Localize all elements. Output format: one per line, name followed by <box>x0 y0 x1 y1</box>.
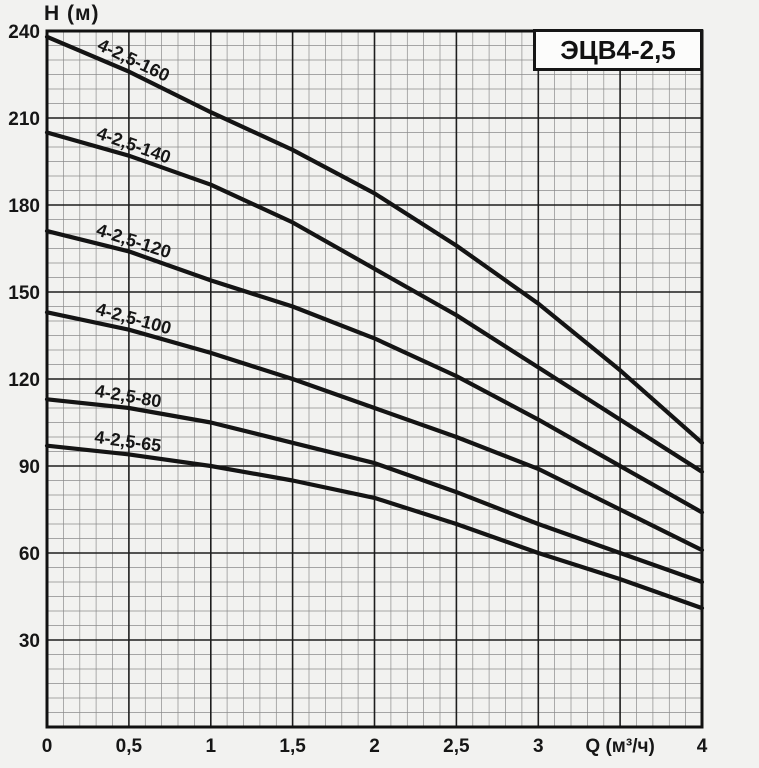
pump-curve-4-2,5-100 <box>44 310 705 553</box>
pump-curve-4-2,5-160 <box>44 34 705 445</box>
pump-curve-4-2,5-120 <box>44 229 705 515</box>
chart-title-box: ЭЦВ4-2,5 <box>533 29 703 71</box>
y-tick-label: 120 <box>8 370 40 391</box>
x-tick-label: 2 <box>369 736 380 757</box>
pump-curve-4-2,5-65 <box>44 443 705 611</box>
x-tick-label: 4 <box>697 736 708 757</box>
y-tick-label: 180 <box>8 196 40 217</box>
x-tick-label: 0,5 <box>116 736 143 757</box>
x-tick-label: 1,5 <box>279 736 306 757</box>
y-tick-label: 210 <box>8 109 40 130</box>
y-tick-label: 150 <box>8 283 40 304</box>
x-tick-label: 1 <box>205 736 216 757</box>
pump-curve-4-2,5-80 <box>44 397 705 585</box>
y-axis-title: H (м) <box>44 2 100 25</box>
y-tick-label: 90 <box>19 457 40 478</box>
chart-title-text: ЭЦВ4-2,5 <box>560 34 676 65</box>
y-tick-label: 30 <box>19 631 40 652</box>
x-tick-label: 0 <box>42 736 53 757</box>
y-tick-label: 60 <box>19 544 40 565</box>
plot-border <box>45 29 704 729</box>
y-tick-label: 240 <box>8 22 40 43</box>
x-tick-label: 2,5 <box>443 736 470 757</box>
x-axis-title: Q (м³/ч) <box>585 736 654 757</box>
x-tick-label: 3 <box>533 736 544 757</box>
pump-curve-4-2,5-140 <box>44 130 705 474</box>
